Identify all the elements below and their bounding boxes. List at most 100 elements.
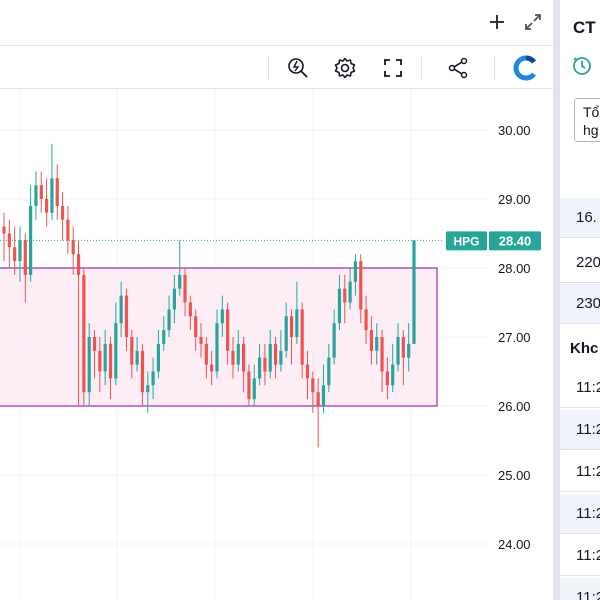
price-tick-label: 26.00 bbox=[498, 399, 531, 414]
candle-body bbox=[135, 350, 139, 365]
trade-row[interactable]: 11:2 bbox=[560, 578, 600, 600]
candle-body bbox=[167, 309, 171, 331]
chart-title-bar bbox=[0, 0, 553, 45]
candle-body bbox=[257, 357, 262, 379]
candle-body bbox=[391, 364, 395, 386]
candle-body bbox=[204, 343, 208, 365]
share-icon[interactable] bbox=[442, 52, 474, 84]
candle-body bbox=[263, 357, 267, 372]
trade-row[interactable]: 11:2 bbox=[560, 452, 600, 492]
row-value: 230 bbox=[576, 295, 600, 312]
candle-body bbox=[199, 337, 203, 344]
candle-body bbox=[327, 357, 331, 386]
candle-body bbox=[247, 371, 251, 400]
trade-time: 11:2 bbox=[576, 379, 600, 396]
trade-time: 11:2 bbox=[576, 463, 600, 480]
candle-body bbox=[119, 295, 123, 324]
list-item[interactable]: 230 bbox=[560, 284, 600, 324]
candle-body bbox=[18, 240, 22, 262]
candle-body bbox=[343, 288, 347, 303]
candle-body bbox=[396, 337, 400, 365]
candle-body bbox=[268, 343, 272, 372]
panel-divider[interactable] bbox=[553, 0, 560, 600]
toolbar-divider bbox=[421, 56, 422, 80]
candle-body bbox=[353, 261, 358, 282]
trade-row[interactable]: 11:2 bbox=[560, 410, 600, 450]
candle-body bbox=[210, 364, 214, 372]
candle-body bbox=[87, 337, 91, 393]
candle-body bbox=[407, 343, 411, 358]
candle-body bbox=[321, 385, 326, 406]
candle-body bbox=[71, 240, 75, 255]
trade-time: 11:2 bbox=[576, 505, 600, 522]
candle-body bbox=[124, 295, 129, 337]
right-side-panel: CT Tổ hg 16. 220 230 Khc 11:2 11:2 11:2 … bbox=[560, 0, 600, 600]
trade-time: 11:2 bbox=[576, 547, 600, 564]
candle-body bbox=[82, 274, 86, 393]
candle-body bbox=[151, 371, 155, 386]
last-price-label: 28.40 bbox=[499, 233, 532, 248]
candle-body bbox=[172, 288, 176, 310]
fullscreen-icon[interactable] bbox=[377, 52, 409, 84]
candle-body bbox=[284, 316, 288, 351]
candle-body bbox=[130, 337, 134, 365]
brand-logo-icon[interactable] bbox=[510, 52, 542, 84]
candle-body bbox=[316, 392, 320, 406]
price-chart[interactable]: 30.00 29.00 28.00 27.00 26.00 25.00 24.00 HPG 28… bbox=[0, 90, 553, 600]
candle-body bbox=[273, 343, 278, 365]
row-value: 16. bbox=[576, 209, 597, 226]
trade-row[interactable]: 11:2 bbox=[560, 536, 600, 576]
candle-body bbox=[364, 309, 368, 331]
candle-body bbox=[162, 330, 166, 344]
candle-body bbox=[55, 178, 59, 206]
candle-body bbox=[337, 288, 342, 324]
candle-body bbox=[114, 323, 118, 379]
candle-body bbox=[66, 219, 70, 241]
candle-body bbox=[108, 343, 113, 379]
trade-time: 11:2 bbox=[576, 589, 600, 600]
list-item[interactable]: 16. bbox=[560, 198, 600, 238]
selector-line-1: Tổ bbox=[583, 104, 600, 120]
symbol-tag bbox=[446, 231, 487, 251]
candle-body bbox=[178, 274, 182, 289]
chart-toolbar bbox=[0, 45, 553, 89]
candle-body bbox=[98, 350, 102, 372]
candle-body bbox=[29, 205, 33, 275]
trade-row[interactable]: 11:2 bbox=[560, 494, 600, 534]
plus-icon[interactable] bbox=[484, 8, 510, 36]
candle-body bbox=[300, 309, 304, 365]
trade-row[interactable]: 11:2 bbox=[560, 368, 600, 408]
candle-body bbox=[7, 233, 11, 248]
candle-body bbox=[279, 350, 283, 365]
chart-canvas[interactable]: 30.00 29.00 28.00 27.00 26.00 25.00 24.00 HPG 28… bbox=[0, 90, 553, 600]
trade-time: 11:2 bbox=[576, 421, 600, 438]
candle-body bbox=[289, 316, 294, 337]
price-tick-label: 29.00 bbox=[498, 192, 531, 207]
candle-body bbox=[103, 343, 107, 372]
selector-box[interactable]: Tổ hg bbox=[574, 98, 600, 142]
candle-body bbox=[2, 226, 6, 234]
symbol-label: HPG bbox=[453, 234, 479, 248]
expand-icon[interactable] bbox=[520, 8, 546, 36]
candle-body bbox=[50, 178, 54, 213]
candle-body bbox=[45, 199, 49, 213]
last-price-tag bbox=[489, 231, 541, 251]
row-value: 220 bbox=[576, 254, 600, 271]
candle-body bbox=[375, 337, 379, 351]
candle-body bbox=[92, 337, 97, 351]
settings-gear-icon[interactable] bbox=[329, 52, 361, 84]
candle-body bbox=[412, 240, 416, 344]
candle-body bbox=[39, 185, 43, 199]
candle-body bbox=[369, 330, 373, 351]
candle-body bbox=[156, 343, 161, 372]
candle-body bbox=[359, 261, 363, 310]
price-alert-icon[interactable] bbox=[282, 52, 314, 84]
list-item[interactable]: 220 bbox=[560, 243, 600, 283]
clock-icon[interactable] bbox=[571, 55, 593, 77]
candle-body bbox=[76, 254, 81, 275]
toolbar-divider bbox=[268, 56, 269, 80]
candle-body bbox=[305, 364, 310, 379]
candle-body bbox=[188, 302, 192, 317]
price-tick-label: 25.00 bbox=[498, 468, 531, 483]
